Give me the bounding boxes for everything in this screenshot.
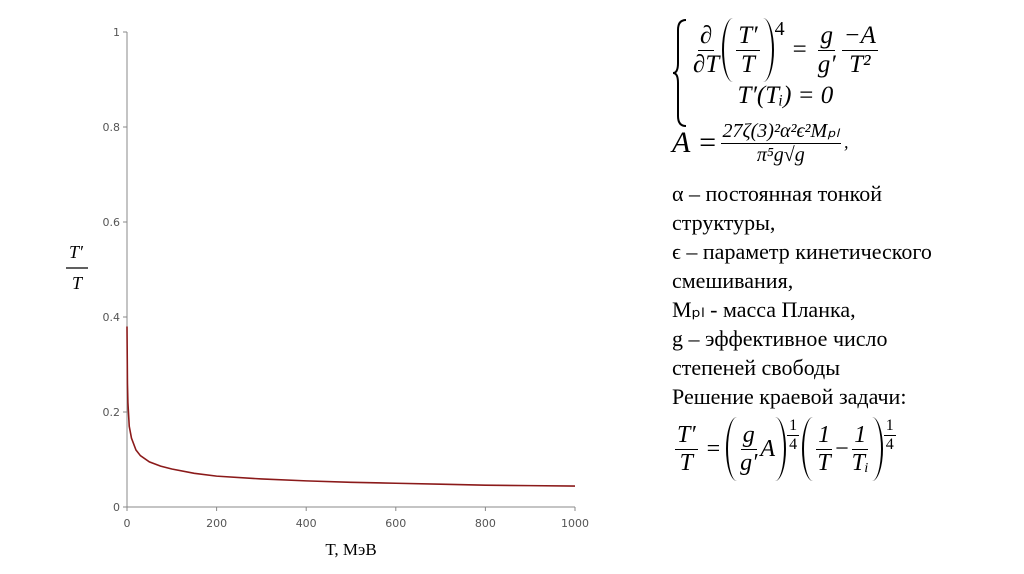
fraction: 27ζ(3)²α²ϵ²Mₚₗ π⁵g√g	[720, 118, 842, 167]
formula-panel: ∂ ∂T T′ T 4 = g g′ −A T² T′(Tᵢ) = 0 A = 27ζ(…	[672, 18, 1017, 481]
x-label: T, МэВ	[325, 540, 376, 559]
a-definition: A = 27ζ(3)²α²ϵ²Mₚₗ π⁵g√g ,	[672, 118, 1017, 167]
numerator: 1	[883, 417, 896, 436]
paren	[775, 417, 787, 481]
denominator: Tᵢ	[851, 449, 869, 476]
fraction: g g′	[818, 22, 836, 79]
fraction: T′ T	[736, 21, 760, 79]
denominator: T	[679, 449, 693, 476]
denominator: 4	[885, 436, 894, 453]
paren	[872, 417, 883, 481]
x-tick-label: 600	[385, 517, 406, 530]
condition: T′(Tᵢ) = 0	[737, 82, 834, 109]
exponent: 4	[774, 18, 785, 40]
note-line: ϵ – параметр кинетического	[672, 239, 932, 264]
comma: ,	[844, 132, 849, 152]
y-label-denominator: T	[72, 273, 84, 293]
note-line: g – эффективное число	[672, 326, 888, 351]
denominator: T	[741, 50, 755, 78]
denominator: g′	[740, 449, 758, 476]
fraction: −A T²	[841, 21, 878, 79]
numerator: −A	[841, 21, 878, 51]
y-label-numerator: T′	[69, 242, 84, 262]
paren	[722, 18, 733, 82]
equals: =	[792, 36, 807, 63]
equals: =	[706, 435, 721, 462]
notes: α – постоянная тонкой структуры, ϵ – парам…	[672, 179, 1017, 411]
note-line: α – постоянная тонкой	[672, 181, 883, 206]
fraction: 1 Tᵢ	[852, 422, 869, 477]
denominator: T²	[849, 50, 871, 78]
minus: −	[835, 435, 849, 462]
y-tick-label: 0.2	[103, 406, 121, 419]
y-tick-label: 0	[113, 501, 120, 514]
brace	[672, 19, 687, 127]
curve	[126, 326, 576, 487]
denominator: g′	[817, 50, 836, 78]
numerator: g	[740, 421, 757, 450]
denominator: T	[817, 449, 831, 476]
numerator: 1	[852, 421, 869, 450]
paren	[802, 417, 813, 481]
note-line: степеней свободы	[672, 355, 841, 380]
denominator: 4	[789, 436, 798, 453]
numerator: ∂	[697, 21, 715, 51]
fraction: g g′	[740, 422, 757, 477]
denominator: π⁵g√g	[756, 144, 805, 166]
a: A	[760, 435, 776, 462]
lhs: A =	[672, 125, 718, 159]
numerator: T′	[736, 21, 760, 51]
numerator: 1	[787, 417, 800, 436]
x-tick-label: 400	[296, 517, 317, 530]
y-tick-label: 0.8	[103, 121, 121, 134]
numerator: T′	[675, 421, 698, 450]
numerator: 27ζ(3)²α²ϵ²Mₚₗ	[720, 120, 842, 144]
y-tick-label: 0.6	[103, 216, 121, 229]
x-tick-label: 0	[124, 517, 131, 530]
note-line: структуры,	[672, 210, 776, 235]
system: ∂ ∂T T′ T 4 = g g′ −A T² T′(Tᵢ) = 0	[672, 18, 1017, 127]
note-line: Решение краевой задачи:	[672, 384, 907, 409]
x-tick-label: 200	[206, 517, 227, 530]
y-tick-label: 1	[113, 26, 120, 39]
paren	[763, 18, 774, 82]
note-line: Mₚₗ - масса Планка,	[672, 297, 856, 322]
fraction: ∂ ∂T	[693, 22, 719, 79]
x-tick-label: 1000	[561, 517, 589, 530]
denominator: ∂T	[693, 50, 720, 78]
numerator: 1	[816, 421, 833, 450]
y-tick-label: 0.4	[103, 311, 121, 324]
paren	[726, 417, 737, 481]
x-tick-label: 800	[475, 517, 496, 530]
chart: T′ T T, МэВ 0 0.2 0.4 0.6 0.8 1 0 200 400 600 800 1…	[66, 26, 589, 559]
numerator: g	[818, 21, 835, 51]
fraction: T′ T	[675, 422, 698, 477]
note-line: смешивания,	[672, 268, 794, 293]
